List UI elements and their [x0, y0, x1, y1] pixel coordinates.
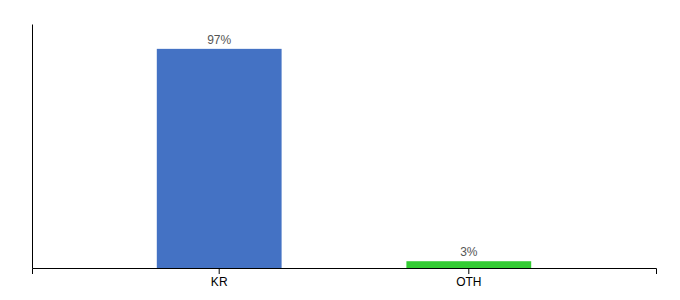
x-tick-mark	[468, 268, 469, 274]
x-tick: KR	[211, 268, 228, 289]
x-tick: OTH	[456, 268, 481, 289]
chart: KR OTH 97% 3%	[0, 0, 680, 300]
bar	[157, 49, 282, 268]
x-tick-mark	[219, 268, 220, 274]
data-label: 3%	[460, 245, 478, 259]
y-axis-line	[32, 25, 33, 269]
plot: KR OTH 97% 3%	[33, 25, 657, 289]
data-label: 97%	[207, 33, 231, 47]
x-axis-line	[33, 269, 657, 275]
y-axis	[32, 25, 33, 269]
x-tick-label: OTH	[456, 275, 481, 289]
bar	[406, 261, 531, 268]
data-labels: 97% 3%	[207, 33, 478, 259]
bars	[157, 49, 531, 268]
x-axis: KR OTH	[33, 268, 657, 289]
x-tick-label: KR	[211, 275, 228, 289]
